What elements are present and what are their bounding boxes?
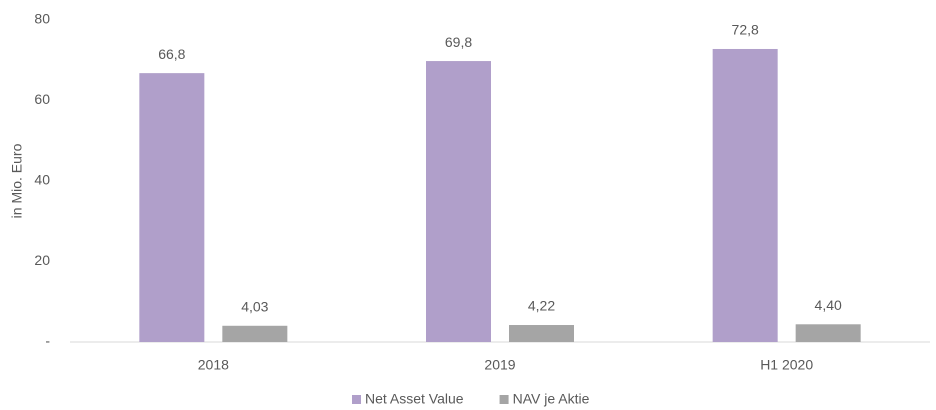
data-label: 66,8 bbox=[158, 46, 185, 62]
y-tick-label: 60 bbox=[34, 91, 50, 107]
data-label: 4,03 bbox=[241, 298, 268, 314]
legend-label: NAV je Aktie bbox=[513, 391, 590, 407]
y-tick-label: - bbox=[45, 333, 50, 349]
bar bbox=[139, 73, 205, 342]
y-tick-label: 20 bbox=[34, 252, 50, 268]
data-label: 4,40 bbox=[815, 297, 842, 313]
y-tick-label: 80 bbox=[34, 11, 50, 27]
legend-label: Net Asset Value bbox=[365, 391, 464, 407]
data-label: 4,22 bbox=[528, 298, 555, 314]
x-tick-label: 2018 bbox=[198, 357, 229, 373]
data-label: 72,8 bbox=[732, 22, 759, 38]
bar bbox=[426, 61, 491, 343]
legend-swatch bbox=[499, 395, 509, 404]
y-tick-label: 40 bbox=[34, 172, 50, 188]
bar bbox=[795, 324, 861, 342]
x-tick-label: 2019 bbox=[484, 357, 515, 373]
data-label: 69,8 bbox=[445, 34, 472, 50]
bar bbox=[712, 48, 778, 342]
x-tick-label: H1 2020 bbox=[760, 357, 813, 373]
legend-swatch bbox=[352, 395, 361, 404]
bar bbox=[222, 325, 288, 342]
bar bbox=[509, 325, 574, 342]
y-axis-label: in Mio. Euro bbox=[9, 143, 25, 218]
